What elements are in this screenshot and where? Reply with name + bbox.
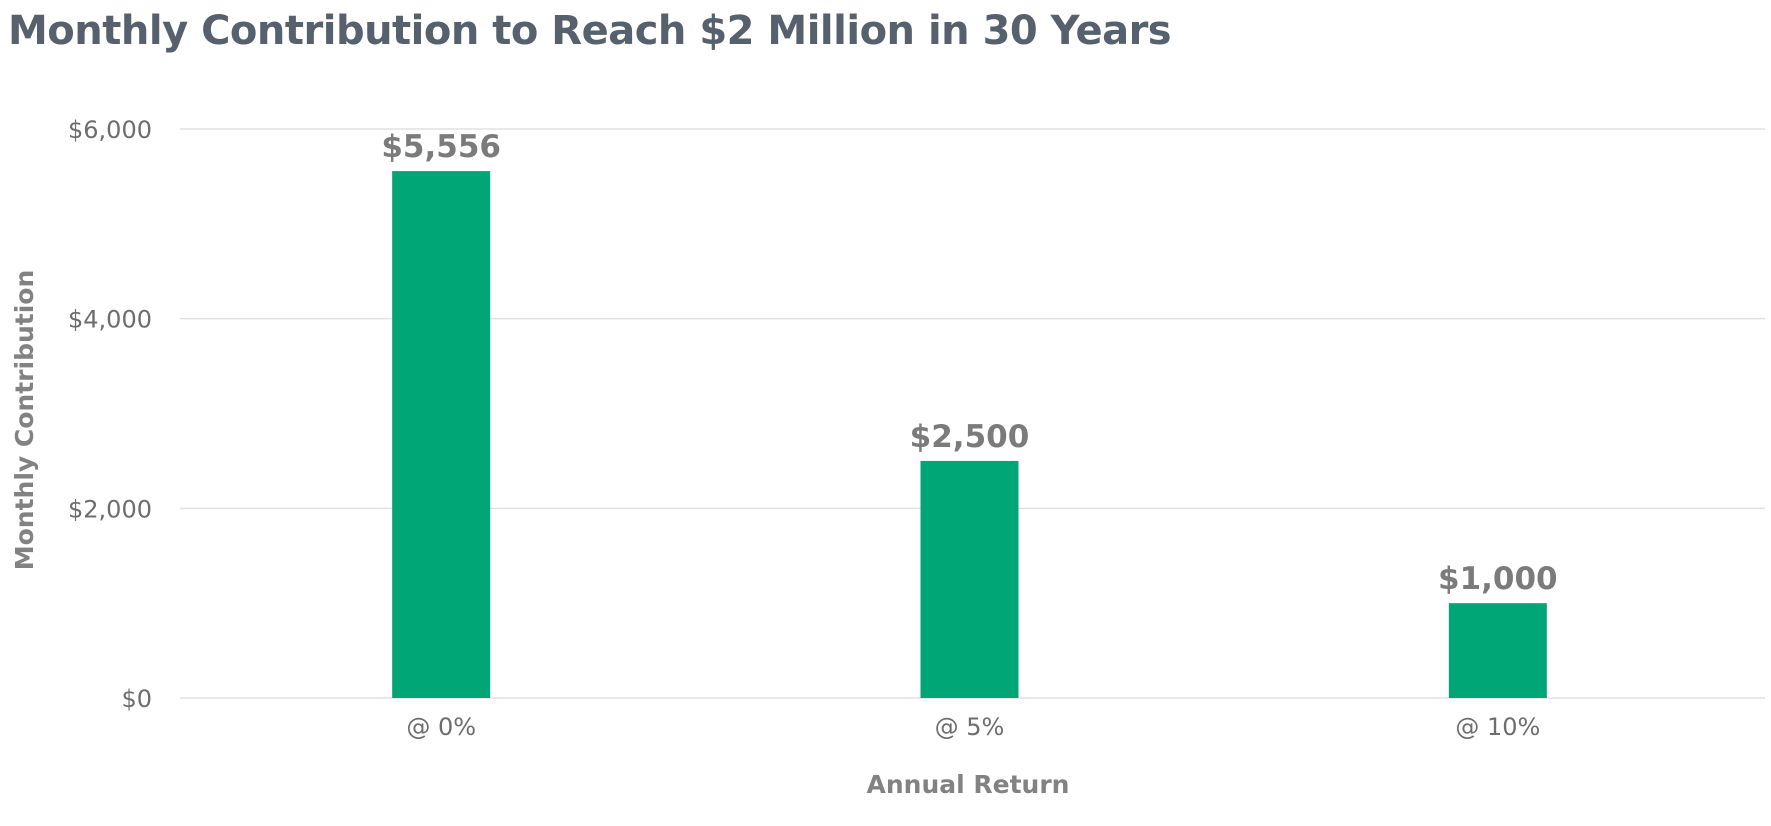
y-tick-label: $4,000 xyxy=(68,306,152,334)
bar xyxy=(392,171,491,698)
data-labels: $5,556 $2,500 $1,000 xyxy=(381,129,1557,597)
x-tick-label: @ 10% xyxy=(1455,713,1540,741)
data-label: $2,500 xyxy=(910,419,1030,455)
x-tick-label: @ 0% xyxy=(406,713,476,741)
x-tick-label: @ 5% xyxy=(935,713,1005,741)
y-tick-label: $2,000 xyxy=(68,495,152,523)
y-tick-label: $6,000 xyxy=(68,116,152,144)
y-tick-label: $0 xyxy=(121,685,152,713)
bar xyxy=(1448,603,1547,698)
y-axis-ticks: $0 $2,000 $4,000 $6,000 xyxy=(68,116,152,713)
data-label: $1,000 xyxy=(1438,561,1558,597)
x-axis-ticks: @ 0% @ 5% @ 10% xyxy=(406,713,1540,741)
data-label: $5,556 xyxy=(381,129,501,165)
bars xyxy=(392,171,1547,698)
chart-title: Monthly Contribution to Reach $2 Million… xyxy=(8,8,1172,54)
bar xyxy=(920,460,1019,698)
y-axis-title: Monthly Contribution xyxy=(10,270,39,571)
x-axis-title: Annual Return xyxy=(867,770,1070,799)
